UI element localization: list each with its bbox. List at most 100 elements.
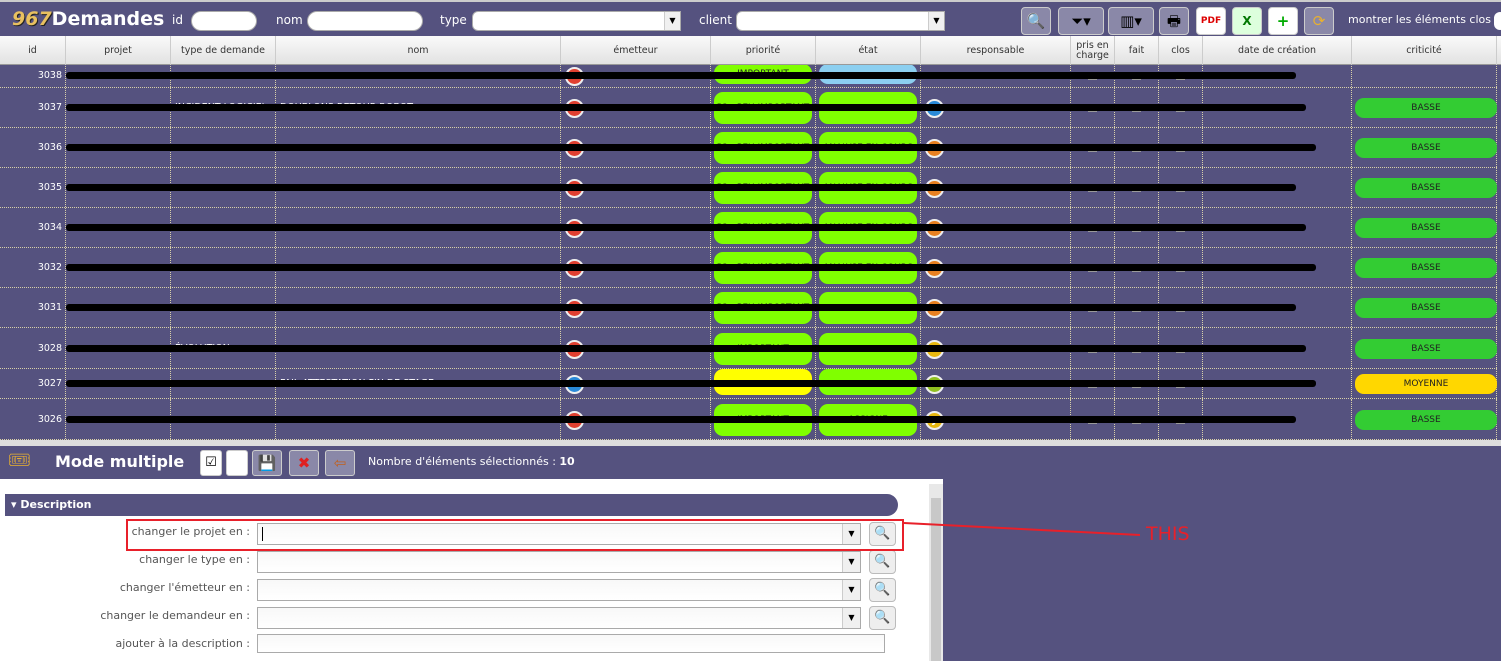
row-id: 3032: [37, 262, 62, 273]
redaction-mark: [66, 415, 1296, 423]
lookup-button[interactable]: 🔍: [869, 578, 896, 602]
new-button[interactable]: +: [1268, 7, 1298, 35]
client-filter-label: client: [699, 13, 732, 27]
show-closed-toggle[interactable]: [1494, 12, 1501, 30]
table-row[interactable]: 3038IMPORTANT: [0, 65, 1497, 88]
form-scrollbar[interactable]: [929, 484, 943, 661]
row-id: 3037: [37, 102, 62, 113]
chevron-down-icon: ▼: [664, 12, 680, 30]
refresh-button[interactable]: ⟳: [1304, 7, 1334, 35]
table-cell: 3038: [0, 65, 66, 87]
save-button[interactable]: 💾: [252, 450, 282, 476]
table-cell: [1352, 65, 1497, 87]
table-row[interactable]: 3036P3 - PEU IMPORTANTANALYSE EN COURSBA…: [0, 128, 1497, 168]
pdf-button[interactable]: PDF: [1196, 7, 1226, 35]
checkbox-checked-icon: ☑: [205, 455, 217, 470]
lookup-button[interactable]: 🔍: [869, 550, 896, 574]
table-cell: [1203, 369, 1352, 398]
field-label: changer le demandeur en :: [100, 609, 250, 622]
column-header[interactable]: type de demande: [171, 36, 276, 65]
column-header[interactable]: pris en charge: [1071, 36, 1115, 65]
deselect-all-button[interactable]: [226, 450, 248, 476]
right-panel: [943, 479, 1501, 661]
table-row[interactable]: 3028ÉVOLUTIONIMPORTANTBASSE: [0, 328, 1497, 369]
field-label: changer le type en :: [139, 553, 250, 566]
table-cell: 3027: [0, 369, 66, 398]
description-section-header[interactable]: ▾ Description: [5, 494, 898, 516]
type-filter-select[interactable]: ▼: [472, 11, 681, 31]
column-header[interactable]: criticité: [1352, 36, 1497, 65]
lookup-button[interactable]: 🔍: [869, 522, 896, 546]
search-button[interactable]: 🔍: [1021, 7, 1051, 35]
criticity-badge: BASSE: [1355, 298, 1497, 318]
table-row[interactable]: 3027FAIL ATTESTATION FIN DE STAGESMOYENN…: [0, 369, 1497, 399]
column-header[interactable]: responsable: [921, 36, 1071, 65]
column-header[interactable]: projet: [66, 36, 171, 65]
id-filter-input[interactable]: [191, 11, 257, 31]
table-cell: [1203, 288, 1352, 327]
select-all-button[interactable]: ☑: [200, 450, 222, 476]
column-header[interactable]: id: [0, 36, 66, 65]
cancel-button[interactable]: ✖: [289, 450, 319, 476]
columns-button[interactable]: ▥▾: [1108, 7, 1154, 35]
table-cell: 3032: [0, 248, 66, 287]
field-combobox[interactable]: ▼: [257, 523, 861, 545]
column-header[interactable]: clos: [1159, 36, 1203, 65]
annotation-label: THIS: [1146, 523, 1190, 545]
requests-table: 3038IMPORTANT3037INCIDENT LOGICIELDOUBLO…: [0, 65, 1501, 441]
filter-button[interactable]: ⏷▾: [1058, 7, 1104, 35]
pdf-icon: PDF: [1200, 16, 1222, 26]
criticity-badge: BASSE: [1355, 218, 1497, 238]
column-header[interactable]: date de création: [1203, 36, 1352, 65]
print-icon: 🖶: [1166, 12, 1182, 30]
table-row[interactable]: 3032P3 - PEU IMPORTANTANALYSE EN COURSBA…: [0, 248, 1497, 288]
chevron-down-icon: ▼: [842, 608, 860, 628]
row-id: 3035: [37, 182, 62, 193]
print-button[interactable]: 🖶: [1159, 7, 1189, 35]
column-header[interactable]: émetteur: [561, 36, 711, 65]
field-label: ajouter à la description :: [115, 637, 251, 650]
field-combobox[interactable]: ▼: [257, 607, 861, 629]
lookup-button[interactable]: 🔍: [869, 606, 896, 630]
row-id: 3036: [37, 142, 62, 153]
multi-mode-bar: 🎟 Mode multiple ☑ 💾 ✖ ⇦ Nombre d'élément…: [0, 446, 1501, 479]
top-bar: 967Demandes id nom type ▼ client ▼ 🔍 ⏷▾ …: [0, 0, 1501, 36]
column-header[interactable]: priorité: [711, 36, 816, 65]
table-row[interactable]: 3037INCIDENT LOGICIELDOUBLONS RETOUR ROB…: [0, 88, 1497, 128]
redaction-mark: [66, 264, 1316, 271]
splitter-handle[interactable]: [0, 440, 1501, 446]
table-cell: 3028: [0, 328, 66, 368]
search-icon: 🔍: [874, 610, 891, 625]
table-row[interactable]: 3034P3 - PEU IMPORTANTANALYSE EN COURSBA…: [0, 208, 1497, 248]
redaction-mark: [66, 104, 1306, 111]
table-row[interactable]: 3026IMPORTANTASSIGNEJBASSE: [0, 399, 1497, 440]
search-icon: 🔍: [1026, 12, 1046, 30]
table-row[interactable]: 3031P3 - PEU IMPORTANTBASSE: [0, 288, 1497, 328]
column-header[interactable]: fait: [1115, 36, 1159, 65]
table-row[interactable]: 3035P3 - PEU IMPORTANTANALYSE EN COURSBA…: [0, 168, 1497, 208]
row-id: 3038: [37, 70, 62, 81]
nom-filter-label: nom: [276, 13, 303, 27]
description-append-input[interactable]: [257, 634, 885, 653]
field-combobox[interactable]: ▼: [257, 551, 861, 573]
exit-door-icon: ⇦: [333, 454, 347, 472]
nom-filter-input[interactable]: [307, 11, 423, 31]
section-title: Description: [20, 498, 92, 511]
table-cell: 3034: [0, 208, 66, 247]
row-id: 3028: [37, 342, 62, 354]
column-header[interactable]: état: [816, 36, 921, 65]
column-header[interactable]: nom: [276, 36, 561, 65]
table-cell: [1203, 248, 1352, 287]
criticity-badge: MOYENNE: [1355, 374, 1497, 394]
excel-button[interactable]: X: [1232, 7, 1262, 35]
save-icon: 💾: [257, 454, 277, 472]
field-combobox[interactable]: ▼: [257, 579, 861, 601]
criticity-badge: BASSE: [1355, 138, 1497, 158]
table-cell: [1203, 168, 1352, 207]
client-filter-select[interactable]: ▼: [736, 11, 945, 31]
exit-button[interactable]: ⇦: [325, 450, 355, 476]
search-icon: 🔍: [874, 582, 891, 597]
id-filter-label: id: [172, 13, 183, 27]
row-id: 3027: [37, 378, 62, 389]
table-cell: [1203, 65, 1352, 87]
